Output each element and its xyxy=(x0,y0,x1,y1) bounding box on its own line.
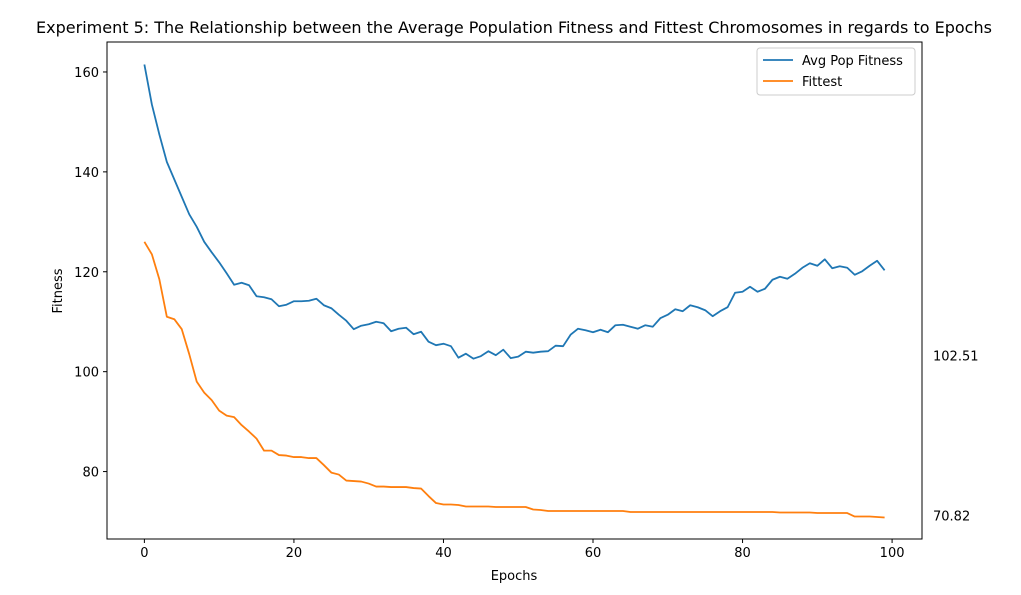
y-tick-label: 80 xyxy=(82,466,99,481)
series-line-avg-pop-fitness xyxy=(143,64,886,360)
plot-frame xyxy=(106,41,923,540)
x-tick-label: 40 xyxy=(435,546,452,561)
y-axis-label: Fitness xyxy=(51,268,66,313)
x-tick-label: 100 xyxy=(880,546,905,561)
plot-area xyxy=(106,41,923,540)
y-axis: 80 100 120 140 160 xyxy=(74,66,107,481)
legend-label-avg-pop-fitness: Avg Pop Fitness xyxy=(802,54,903,69)
series-layer xyxy=(143,64,886,519)
side-annotations: 102.51 70.82 xyxy=(933,350,979,525)
x-axis-label: Epochs xyxy=(491,569,538,584)
x-tick-label: 80 xyxy=(734,546,751,561)
x-axis: 0 20 40 60 80 100 xyxy=(140,539,905,561)
legend: Avg Pop Fitness Fittest xyxy=(756,47,916,96)
x-tick-label: 60 xyxy=(585,546,602,561)
x-tick-label: 20 xyxy=(286,546,303,561)
y-tick-label: 160 xyxy=(74,66,99,81)
series-line-fittest xyxy=(143,241,885,519)
legend-box xyxy=(756,47,916,96)
side-annotation-label: 70.82 xyxy=(933,510,970,525)
y-tick-label: 100 xyxy=(74,366,99,381)
legend-label-fittest: Fittest xyxy=(802,75,842,90)
y-tick-label: 140 xyxy=(74,166,99,181)
chart-title: Experiment 5: The Relationship between t… xyxy=(36,18,992,37)
x-tick-label: 0 xyxy=(140,546,148,561)
y-tick-label: 120 xyxy=(74,266,99,281)
side-annotation-label: 102.51 xyxy=(933,350,979,365)
